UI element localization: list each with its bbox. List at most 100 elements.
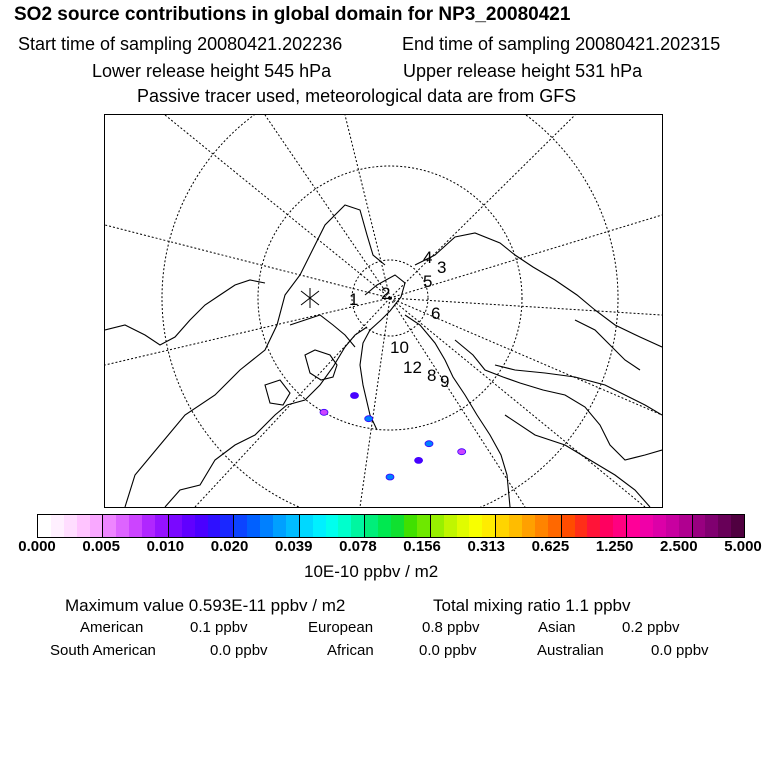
map-label: 12 <box>403 358 422 377</box>
upper-release-height: Upper release height 531 hPa <box>403 61 643 81</box>
colorbar-segment <box>469 515 483 537</box>
meridian <box>164 115 391 299</box>
coastline-china <box>504 414 651 507</box>
lat-circle-60 <box>257 165 523 431</box>
colorbar-segment <box>652 515 666 537</box>
region-name: Asian <box>538 619 576 636</box>
colorbar-segment <box>482 515 496 537</box>
region-value: 0.1 ppbv <box>190 619 248 636</box>
meridian <box>105 297 391 366</box>
coastline-alaska <box>105 279 266 346</box>
colorbar-segment <box>116 515 130 537</box>
meridian <box>389 297 526 507</box>
region-name: Australian <box>537 642 604 659</box>
meridian <box>359 297 391 507</box>
meridian <box>194 297 391 507</box>
colorbar-segment <box>600 515 614 537</box>
start-time: Start time of sampling 20080421.202236 <box>18 34 343 54</box>
tracer-note: Passive tracer used, meteorological data… <box>137 86 577 106</box>
colorbar-segment <box>547 515 561 537</box>
region-value: 0.0 ppbv <box>651 642 709 659</box>
lat-circle-80 <box>351 259 429 337</box>
colorbar <box>37 514 745 538</box>
colorbar-segment <box>76 515 90 537</box>
colorbar-segment <box>285 515 299 537</box>
colorbar-segment <box>639 515 653 537</box>
colorbar-segment <box>155 515 168 537</box>
coastline-lake <box>264 379 291 406</box>
colorbar-segment <box>220 515 234 537</box>
map-label: 5 <box>423 272 432 291</box>
colorbar-segment <box>574 515 588 537</box>
lat-circle-40 <box>161 115 619 507</box>
colorbar-tick-label: 0.625 <box>531 538 570 555</box>
coastline-islands <box>289 314 356 348</box>
colorbar-tick-label: 0.039 <box>274 538 313 555</box>
colorbar-segment <box>521 515 535 537</box>
release-marker <box>300 288 320 308</box>
colorbar-segment <box>312 515 326 537</box>
map-label: 8 <box>427 366 436 385</box>
chart-title: SO2 source contributions in global domai… <box>14 4 571 25</box>
coastline-siberia <box>414 232 662 348</box>
colorbar-segment <box>38 515 51 537</box>
colorbar-segment <box>194 515 208 537</box>
coastline-greenland <box>359 274 406 431</box>
colorbar-segment <box>129 515 143 537</box>
colorbar-tick-label: 0.000 <box>18 538 56 555</box>
region-value: 0.2 ppbv <box>622 619 680 636</box>
colorbar-segment <box>102 515 117 537</box>
end-time: End time of sampling 20080421.202315 <box>402 34 721 54</box>
colorbar-segment <box>560 515 575 537</box>
concentration-spots <box>319 392 467 481</box>
colorbar-segment <box>587 515 601 537</box>
colorbar-segment <box>63 515 77 537</box>
concentration-spot <box>364 415 374 423</box>
colorbar-segment <box>731 515 745 537</box>
graticule <box>105 115 662 507</box>
colorbar-segment <box>273 515 286 537</box>
max-value: Maximum value 0.593E-11 ppbv / m2 <box>65 596 346 615</box>
concentration-spot <box>414 456 424 464</box>
map-label: 2 <box>381 284 390 303</box>
concentration-spot <box>385 473 395 481</box>
colorbar-segment <box>247 515 261 537</box>
meridian <box>389 297 662 416</box>
colorbar-segment <box>718 515 732 537</box>
colorbar-segment <box>351 515 365 537</box>
meridian <box>389 297 646 507</box>
concentration-spot <box>424 440 434 448</box>
colorbar-segment <box>364 515 379 537</box>
map-label: 4 <box>423 248 432 267</box>
colorbar-segment <box>233 515 248 537</box>
region-value: 0.8 ppbv <box>422 619 480 636</box>
colorbar-segment <box>613 515 627 537</box>
colorbar-segment <box>626 515 640 537</box>
colorbar-segment <box>207 515 221 537</box>
colorbar-segment <box>416 515 430 537</box>
colorbar-unit: 10E-10 ppbv / m2 <box>304 562 439 581</box>
polar-map: 1 2 3 4 5 6 8 9 10 12 <box>104 114 663 508</box>
meridian <box>389 297 662 316</box>
map-label: 1 <box>349 290 358 309</box>
colorbar-segment <box>509 515 522 537</box>
colorbar-tick-label: 2.500 <box>660 538 698 555</box>
colorbar-segment <box>167 515 182 537</box>
colorbar-segment <box>534 515 548 537</box>
map-label: 9 <box>440 372 449 391</box>
colorbar-segment <box>403 515 417 537</box>
region-value: 0.0 ppbv <box>210 642 268 659</box>
concentration-spot <box>457 448 467 456</box>
coastline-asia <box>494 364 662 416</box>
coastline-europe <box>404 314 511 507</box>
colorbar-segment <box>181 515 195 537</box>
trajectory-labels: 1 2 3 4 5 6 8 9 10 12 <box>349 248 449 391</box>
map-label: 10 <box>390 338 409 357</box>
colorbar-segment <box>50 515 64 537</box>
colorbar-segment <box>142 515 156 537</box>
meridian <box>389 115 576 299</box>
coastline-americas <box>124 204 386 507</box>
region-name: South American <box>50 642 156 659</box>
polar-map-svg: 1 2 3 4 5 6 8 9 10 12 <box>105 115 662 507</box>
colorbar-segment <box>495 515 510 537</box>
